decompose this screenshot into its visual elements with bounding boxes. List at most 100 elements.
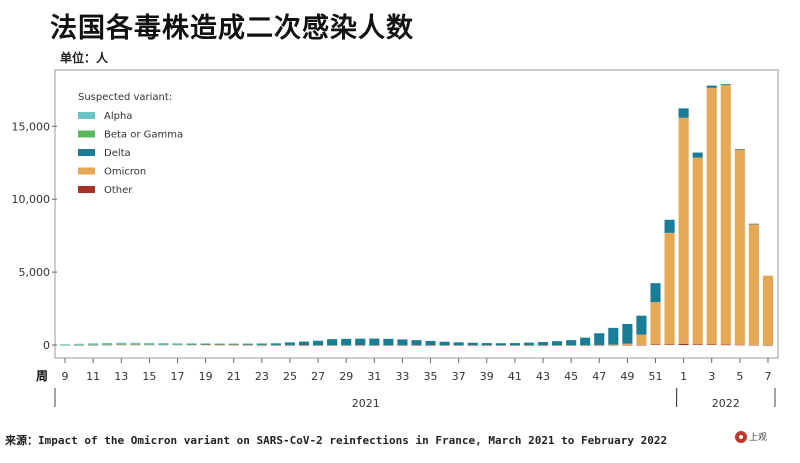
- bar-other-wk34-25: [411, 344, 422, 346]
- bar-other-wk21-12: [228, 344, 239, 346]
- publisher-logo: 上观: [735, 430, 767, 443]
- bar-delta-wk31-22: [369, 338, 380, 345]
- legend-label: Other: [104, 185, 133, 196]
- bar-alpha-wk13-4: [116, 342, 127, 345]
- bar-alpha-wk17-8: [172, 343, 183, 345]
- legend-title: Suspected variant:: [78, 92, 172, 103]
- bar-delta-wk3-46: [706, 85, 717, 88]
- bar-delta-wk34-25: [411, 340, 422, 345]
- x-tick-label: 41: [508, 370, 522, 383]
- bar-other-wk33-24: [397, 344, 408, 346]
- bar-delta-wk35-26: [425, 340, 436, 345]
- bar-beta-or-gamma-wk12-3: [102, 344, 113, 346]
- legend-label: Alpha: [104, 111, 132, 122]
- x-tick-label: 37: [452, 370, 466, 383]
- bar-other-wk45-36: [566, 344, 577, 346]
- bar-alpha-wk23-14: [256, 343, 267, 344]
- bar-other-wk7-50: [762, 344, 774, 346]
- x-tick-label: 13: [114, 370, 128, 383]
- bar-other-wk27-18: [313, 344, 324, 346]
- unit-label: 单位：人: [60, 51, 109, 65]
- bar-delta-wk37-28: [453, 342, 464, 345]
- bar-omicron-wk50-41: [636, 334, 647, 345]
- bar-beta-or-gamma-wk19-10: [200, 343, 211, 345]
- bar-alpha-wk20-11: [214, 343, 225, 344]
- bar-omicron-wk3-46: [706, 87, 717, 345]
- bar-omicron-wk2-45: [692, 157, 703, 345]
- bar-delta-wk1-44: [678, 108, 689, 118]
- bar-delta-wk32-23: [383, 338, 394, 345]
- bar-delta-wk45-36: [566, 340, 577, 345]
- bar-other-wk43-34: [537, 344, 549, 346]
- x-tick-label: 1: [680, 370, 687, 383]
- x-tick-label: 49: [620, 370, 634, 383]
- x-tick-label: 31: [367, 370, 381, 383]
- bar-other-wk40-31: [495, 344, 506, 346]
- year-label: 2021: [352, 397, 380, 410]
- y-tick-label: 5,000: [19, 266, 51, 279]
- x-tick-label: 11: [86, 370, 100, 383]
- bar-other-wk30-21: [355, 344, 366, 346]
- bar-beta-or-gamma-wk18-9: [186, 344, 197, 345]
- bar-alpha-wk18-9: [186, 343, 197, 345]
- bar-delta-wk2-45: [692, 152, 703, 158]
- x-tick-label: 15: [142, 370, 156, 383]
- bar-alpha-wk19-10: [200, 343, 211, 344]
- bar-other-wk29-20: [341, 344, 352, 346]
- bar-alpha-wk12-3: [102, 342, 113, 345]
- bar-other-wk44-35: [552, 344, 563, 346]
- logo-icon: [735, 430, 747, 443]
- bar-beta-or-gamma-wk14-5: [130, 344, 141, 345]
- legend-swatch: [78, 167, 95, 175]
- bar-other-wk50-41: [636, 344, 647, 346]
- bar-delta-wk33-24: [397, 339, 408, 345]
- bar-other-wk28-19: [327, 344, 338, 346]
- bar-other-wk39-30: [481, 344, 492, 346]
- bar-delta-wk4-47: [720, 84, 731, 86]
- chart-title: 法国各毒株造成二次感染人数: [50, 13, 414, 44]
- bar-omicron-wk7-50: [762, 275, 774, 345]
- x-tick-label: 7: [764, 370, 771, 383]
- legend-swatch: [78, 149, 95, 156]
- bar-delta-wk47-38: [594, 333, 605, 345]
- x-tick-label: 33: [395, 370, 409, 383]
- bar-other-wk2-45: [692, 344, 703, 345]
- bar-omicron-wk48-39: [608, 344, 619, 346]
- bar-other-wk19-10: [200, 344, 211, 346]
- x-tick-label: 9: [62, 370, 69, 383]
- bar-other-wk52-43: [664, 344, 675, 346]
- x-tick-label: 35: [424, 370, 438, 383]
- bar-alpha-wk9-0: [59, 344, 71, 345]
- bar-delta-wk23-14: [256, 343, 267, 345]
- bar-other-wk41-32: [509, 344, 520, 346]
- legend-swatch: [78, 186, 95, 193]
- bar-omicron-wk51-42: [650, 302, 661, 345]
- bar-other-wk37-28: [453, 344, 464, 346]
- bar-other-wk24-15: [270, 344, 281, 346]
- legend: Suspected variant: Alpha Beta or Gamma Delt…: [78, 92, 183, 196]
- x-axis: 周 9 11 13 15 17 19 21 23 25 27 29 31 33 35 37 39 41 43 45 47…: [36, 358, 776, 410]
- bar-delta-wk6-49: [748, 223, 759, 225]
- y-tick-label: 15,000: [12, 120, 51, 133]
- bar-delta-wk48-39: [608, 327, 619, 345]
- bar-alpha-wk22-13: [242, 343, 253, 344]
- bar-beta-or-gamma-wk10-1: [74, 344, 85, 346]
- bar-alpha-wk14-5: [130, 342, 141, 345]
- x-tick-label: 17: [171, 370, 185, 383]
- bar-delta-wk49-40: [622, 324, 633, 344]
- bar-omicron-wk5-48: [734, 149, 745, 345]
- x-tick-label: 47: [592, 370, 606, 383]
- bar-beta-or-gamma-wk13-4: [116, 344, 127, 345]
- bar-delta-wk25-16: [284, 342, 296, 345]
- legend-label: Beta or Gamma: [104, 130, 183, 141]
- bar-alpha-wk15-6: [144, 343, 155, 345]
- bar-alpha-wk25-16: [284, 342, 296, 343]
- bar-delta-wk30-21: [355, 338, 366, 345]
- bar-beta-or-gamma-wk15-6: [144, 344, 155, 345]
- bar-other-wk23-14: [256, 344, 267, 346]
- bar-other-wk42-33: [523, 344, 535, 346]
- y-tick-label: 0: [43, 339, 50, 352]
- bar-delta-wk27-18: [313, 340, 324, 345]
- bar-alpha-wk26-17: [298, 341, 310, 343]
- bar-delta-wk43-34: [537, 342, 549, 345]
